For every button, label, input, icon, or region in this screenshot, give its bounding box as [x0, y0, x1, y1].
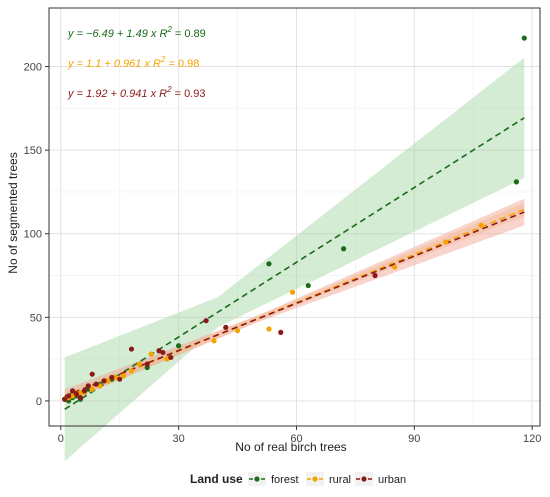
data-points [62, 35, 527, 404]
point-urban [144, 361, 150, 367]
point-rural [105, 378, 111, 384]
equation-text: y = 1.1 + 0.961 x [67, 58, 153, 70]
point-rural [234, 328, 241, 334]
point-rural [392, 264, 398, 270]
point-rural [89, 386, 95, 392]
point-urban [128, 346, 135, 352]
legend-title: Land use [190, 472, 243, 486]
plot-border [48, 7, 541, 427]
point-forest [305, 282, 311, 289]
r-squared-value: = 0.89 [172, 28, 206, 40]
point-urban [69, 388, 76, 394]
axis-ticks: 0 30 60 90 120 0 50 100 150 200 [24, 62, 542, 445]
point-rural [443, 239, 449, 245]
point-rural [289, 289, 296, 295]
legend-marker-rural [312, 476, 318, 482]
point-urban [62, 396, 68, 402]
point-urban [160, 349, 166, 356]
x-tick-label: 120 [523, 433, 541, 445]
point-rural [128, 368, 135, 374]
r-squared-exponent: 2 [166, 25, 172, 34]
r-squared-exponent: 2 [166, 85, 172, 94]
confidence-band-forest [64, 57, 525, 462]
point-urban [203, 318, 209, 324]
point-forest [176, 343, 182, 349]
confidence-band-rural [64, 202, 525, 403]
x-tick-label: 30 [172, 433, 184, 445]
equation-forest: y = −6.49 + 1.49 x R2 = 0.89 [67, 25, 206, 40]
point-urban [73, 391, 80, 397]
point-rural [164, 356, 170, 362]
point-rural [113, 374, 119, 381]
point-urban [81, 388, 87, 394]
r-squared-value: = 0.93 [172, 88, 206, 100]
point-urban [223, 324, 229, 330]
point-urban [109, 374, 115, 381]
point-urban [278, 329, 284, 335]
point-forest [266, 261, 272, 267]
point-urban [77, 394, 84, 401]
equation-text: y = −6.49 + 1.49 x [67, 28, 159, 40]
point-rural [478, 222, 484, 228]
y-tick-label: 50 [30, 312, 42, 324]
point-rural [136, 361, 142, 367]
equation-urban: y = 1.92 + 0.941 x R2 = 0.93 [67, 85, 205, 100]
r-squared-symbol: R [159, 88, 167, 100]
legend-marker-urban [361, 476, 367, 482]
legend-marker-forest [254, 476, 260, 482]
point-rural [211, 338, 217, 344]
r-squared-value: = 0.98 [165, 58, 199, 70]
y-axis-label: No of segmented trees [6, 152, 20, 273]
confidence-band-urban [64, 198, 525, 403]
equation-text: y = 1.92 + 0.941 x [67, 88, 159, 100]
x-tick-label: 60 [290, 433, 302, 445]
point-urban [85, 383, 91, 389]
point-urban [93, 381, 99, 387]
grid [49, 8, 540, 426]
point-urban [156, 348, 162, 354]
point-urban [89, 371, 95, 377]
r-squared-symbol: R [159, 28, 167, 40]
point-rural [97, 383, 103, 389]
legend-label-urban: urban [378, 474, 406, 486]
point-urban [372, 272, 378, 279]
y-tick-label: 150 [24, 145, 42, 157]
legend-label-rural: rural [329, 474, 351, 486]
x-axis-label: No of real birch trees [235, 440, 346, 454]
point-urban [117, 376, 123, 382]
y-tick-label: 200 [24, 62, 42, 74]
point-rural [77, 389, 84, 396]
point-forest [341, 246, 347, 252]
point-rural [266, 326, 272, 332]
legend: Land use forest rural urban [190, 472, 406, 486]
x-tick-label: 0 [58, 433, 64, 445]
legend-label-forest: forest [271, 474, 299, 486]
point-urban [101, 378, 107, 384]
regression-equations: y = −6.49 + 1.49 x R2 = 0.89y = 1.1 + 0.… [67, 25, 206, 100]
x-tick-label: 90 [408, 433, 420, 445]
point-forest [521, 35, 527, 41]
point-urban [66, 393, 72, 399]
point-rural [121, 373, 127, 379]
y-tick-label: 0 [36, 396, 42, 408]
equation-rural: y = 1.1 + 0.961 x R2 = 0.98 [67, 55, 199, 70]
y-tick-label: 100 [24, 229, 42, 241]
confidence-bands [64, 57, 525, 462]
r-squared-exponent: 2 [160, 55, 166, 64]
fit-line-forest [64, 117, 525, 410]
point-rural [69, 393, 76, 399]
r-squared-symbol: R [153, 58, 161, 70]
point-rural [148, 351, 154, 357]
point-urban [168, 354, 174, 361]
point-forest [513, 179, 520, 185]
